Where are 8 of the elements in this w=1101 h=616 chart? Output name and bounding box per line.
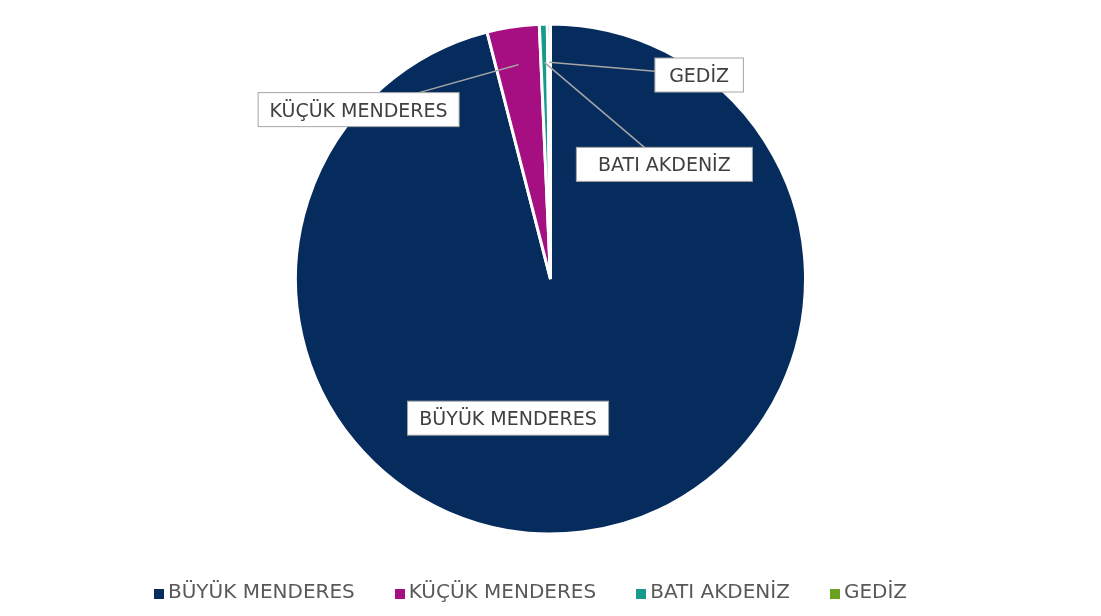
legend-label: BATI AKDENİZ [650, 579, 790, 603]
slice-label: KÜÇÜK MENDERES [269, 98, 448, 121]
category-label: BATI AKDENİZ [598, 153, 731, 176]
slice-label: GEDİZ [669, 64, 730, 87]
slice-label: BÜYÜK MENDERES [419, 407, 597, 430]
legend-label: KÜÇÜK MENDERES [408, 579, 597, 603]
legend-label: GEDİZ [843, 579, 908, 603]
legend-label: BÜYÜK MENDERES [167, 579, 355, 603]
